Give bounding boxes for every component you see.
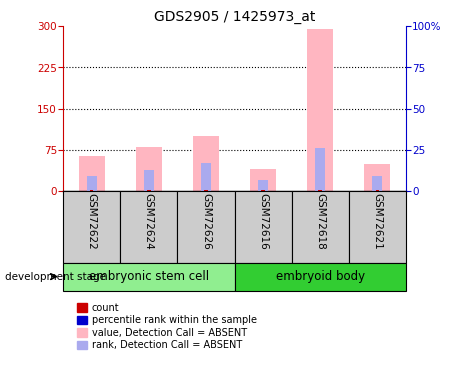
Text: GSM72622: GSM72622 — [87, 194, 97, 250]
Bar — [364, 164, 390, 191]
Bar — [204, 190, 207, 191]
Text: GSM72618: GSM72618 — [315, 194, 325, 250]
Bar — [63, 262, 235, 291]
Bar — [258, 180, 268, 191]
Bar — [372, 176, 382, 191]
Bar — [315, 148, 325, 191]
Bar — [144, 170, 154, 191]
Text: GSM72616: GSM72616 — [258, 194, 268, 250]
Bar — [349, 191, 406, 262]
Bar — [87, 176, 97, 191]
Bar — [235, 262, 406, 291]
Bar — [63, 191, 120, 262]
Title: GDS2905 / 1425973_at: GDS2905 / 1425973_at — [154, 10, 315, 24]
Bar — [262, 190, 265, 191]
Text: embryoid body: embryoid body — [276, 270, 365, 283]
Bar — [250, 169, 276, 191]
Bar — [308, 29, 333, 191]
Bar — [177, 191, 235, 262]
Text: GSM72626: GSM72626 — [201, 194, 211, 250]
Legend: count, percentile rank within the sample, value, Detection Call = ABSENT, rank, : count, percentile rank within the sample… — [77, 303, 257, 350]
Text: GSM72624: GSM72624 — [144, 194, 154, 250]
Bar — [79, 156, 105, 191]
Bar — [90, 190, 93, 191]
Bar — [201, 163, 211, 191]
Bar — [120, 191, 177, 262]
Bar — [292, 191, 349, 262]
Bar — [235, 191, 292, 262]
Bar — [136, 147, 162, 191]
Bar — [318, 190, 322, 191]
Bar — [376, 190, 379, 191]
Bar — [147, 190, 151, 191]
Text: development stage: development stage — [5, 272, 106, 282]
Bar — [193, 136, 219, 191]
Text: embryonic stem cell: embryonic stem cell — [89, 270, 209, 283]
Text: GSM72621: GSM72621 — [373, 194, 382, 250]
